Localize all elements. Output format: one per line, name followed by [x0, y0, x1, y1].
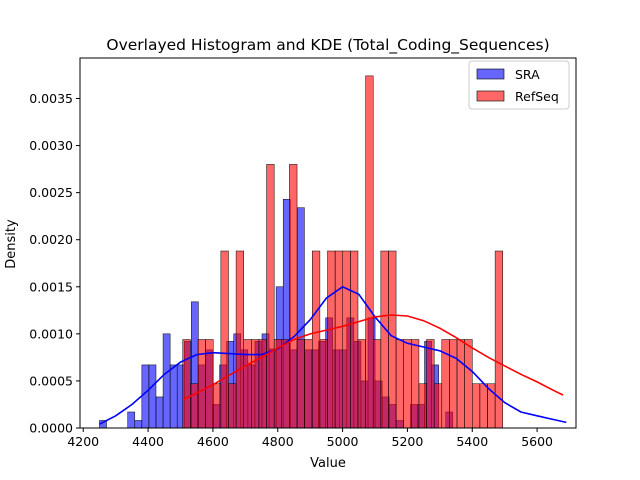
histogram-bar: [296, 339, 305, 429]
y-axis: 0.0000 0.0005 0.0010 0.0015 0.0020 0.0025 0.00…: [29, 91, 80, 436]
y-tick-label: 0.0010: [29, 326, 73, 341]
histogram-bar: [304, 339, 313, 429]
x-tick-label: 5400: [456, 434, 488, 449]
y-tick-label: 0.0015: [29, 279, 73, 294]
legend-swatch-refseq: [476, 90, 505, 102]
chart-title: Overlayed Histogram and KDE (Total_Codin…: [106, 36, 549, 55]
y-axis-label: Density: [4, 219, 19, 269]
histogram-bar: [228, 383, 237, 429]
x-axis: 4200 4400 4600 4800 5000 5200 5400 5600: [67, 428, 553, 449]
histogram-bar: [342, 250, 351, 429]
histogram-bar: [380, 250, 389, 429]
histogram-bar: [395, 339, 404, 429]
histogram-bar: [312, 250, 321, 429]
histogram-bar: [162, 333, 171, 429]
histogram-bar: [464, 339, 473, 429]
histogram-bar: [212, 383, 222, 429]
histogram-bar: [449, 339, 458, 429]
histogram-bar: [197, 339, 206, 429]
histogram-bar: [182, 339, 191, 429]
histogram-bar: [169, 364, 178, 429]
y-tick-label: 0.0020: [29, 232, 73, 247]
y-tick-label: 0.0025: [29, 185, 73, 200]
histogram-bar: [155, 396, 164, 429]
refseq-kde-line: [182, 314, 564, 401]
histogram-bar: [235, 250, 244, 429]
refseq-histogram-bars: [182, 75, 503, 429]
x-tick-label: 4800: [262, 434, 294, 449]
histogram-bar: [350, 250, 359, 429]
histogram-bar: [365, 75, 374, 429]
histogram-bar: [472, 383, 481, 429]
legend-swatch-sra: [476, 68, 505, 80]
histogram-bar: [418, 383, 427, 429]
x-tick-label: 4200: [67, 434, 99, 449]
x-tick-label: 5600: [521, 434, 553, 449]
histogram-bar: [281, 339, 290, 429]
x-tick-label: 5200: [392, 434, 424, 449]
legend-label-refseq: RefSeq: [515, 89, 559, 104]
plot-area: [79, 57, 577, 429]
histogram-bar: [479, 383, 488, 429]
histogram-bar: [134, 420, 143, 429]
histogram-bar: [357, 339, 366, 429]
histogram-bar: [456, 339, 465, 429]
x-tick-label: 4600: [197, 434, 229, 449]
plot-frame: [79, 57, 577, 429]
histogram-bar: [190, 383, 199, 429]
histogram-bar: [289, 164, 298, 429]
x-tick-label: 4400: [132, 434, 164, 449]
histogram-bar: [411, 339, 420, 429]
histogram-bar: [141, 364, 150, 429]
histogram-bar: [319, 339, 328, 429]
histogram-bar: [148, 364, 157, 429]
legend-label-sra: SRA: [515, 67, 540, 82]
histogram-bar: [243, 339, 252, 429]
histogram-bar: [426, 339, 435, 429]
histogram-bar: [494, 250, 503, 429]
legend: SRA RefSeq: [468, 60, 570, 110]
histogram-bar: [251, 339, 260, 429]
histogram-bar: [266, 164, 275, 429]
histogram-bar: [372, 339, 382, 429]
x-tick-label: 5000: [327, 434, 359, 449]
histogram-bar: [388, 250, 397, 429]
y-tick-label: 0.0000: [29, 421, 73, 436]
y-tick-label: 0.0005: [29, 373, 73, 388]
histogram-bar: [334, 250, 344, 429]
y-tick-label: 0.0035: [29, 91, 73, 106]
histogram-bar: [433, 383, 443, 429]
y-tick-label: 0.0030: [29, 138, 73, 153]
sra-kde-line: [99, 285, 567, 425]
histogram-bar: [403, 339, 412, 429]
histogram-bar: [127, 411, 136, 429]
histogram-bar: [273, 339, 283, 429]
x-axis-label: Value: [310, 456, 346, 471]
histogram-bar: [327, 250, 336, 429]
histogram-bar: [220, 250, 229, 429]
